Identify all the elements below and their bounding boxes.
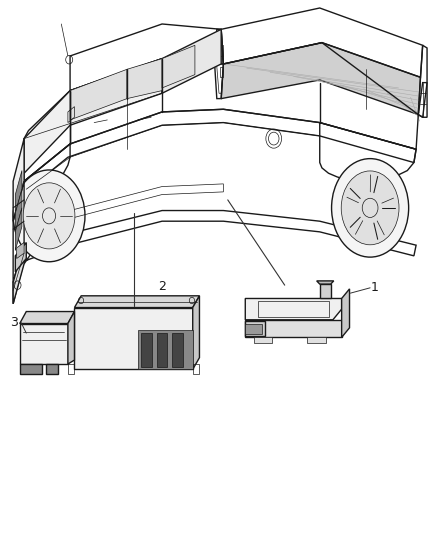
Polygon shape (157, 333, 167, 367)
Text: 3: 3 (10, 316, 18, 329)
Polygon shape (15, 189, 22, 232)
Polygon shape (342, 289, 350, 337)
Polygon shape (245, 298, 342, 320)
Ellipse shape (332, 159, 409, 257)
Polygon shape (17, 243, 24, 259)
Polygon shape (20, 324, 68, 364)
Polygon shape (141, 333, 152, 367)
Polygon shape (162, 45, 195, 88)
Polygon shape (74, 308, 193, 369)
Text: 2: 2 (158, 280, 166, 293)
Ellipse shape (23, 183, 75, 249)
Polygon shape (245, 320, 342, 337)
Polygon shape (13, 243, 24, 304)
Polygon shape (20, 311, 74, 324)
Polygon shape (172, 333, 183, 367)
Polygon shape (193, 296, 199, 369)
Polygon shape (13, 139, 24, 221)
Polygon shape (68, 311, 74, 364)
Polygon shape (254, 337, 272, 343)
Polygon shape (307, 337, 326, 343)
Polygon shape (46, 364, 58, 374)
Polygon shape (15, 171, 22, 213)
Polygon shape (74, 296, 199, 308)
Polygon shape (15, 208, 22, 251)
Text: 1: 1 (371, 281, 378, 294)
Polygon shape (162, 29, 221, 93)
Polygon shape (15, 243, 26, 272)
Polygon shape (20, 364, 42, 374)
Polygon shape (245, 324, 262, 334)
Ellipse shape (13, 170, 85, 262)
Polygon shape (320, 284, 331, 298)
Polygon shape (138, 330, 193, 369)
Polygon shape (24, 59, 162, 173)
Polygon shape (221, 43, 420, 115)
Ellipse shape (341, 171, 399, 245)
Polygon shape (127, 59, 162, 99)
Polygon shape (70, 69, 127, 120)
Polygon shape (245, 321, 265, 336)
Polygon shape (317, 281, 334, 284)
